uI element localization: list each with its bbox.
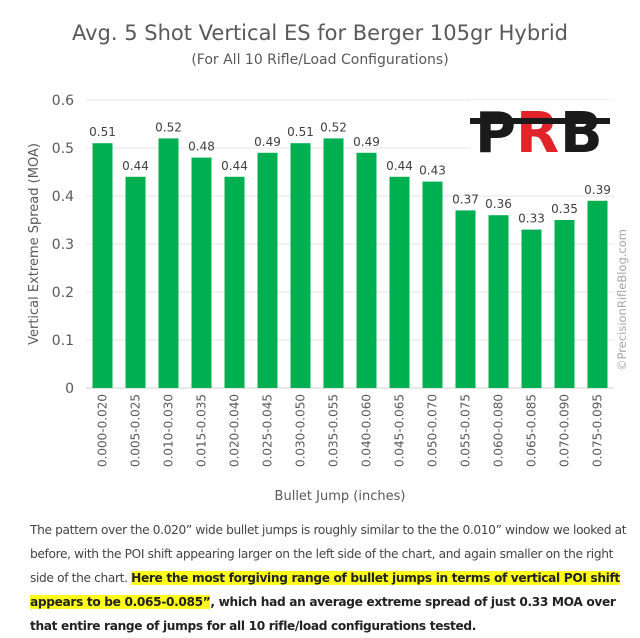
chart-subtitle: (For All 10 Rifle/Load Configurations) xyxy=(191,52,448,68)
article-paragraph: The pattern over the 0.020” wide bullet … xyxy=(30,518,630,638)
bold-text: , which had an average extreme spread of… xyxy=(30,595,616,633)
bar xyxy=(455,210,476,388)
y-tick-label: 0 xyxy=(65,381,74,397)
data-label: 0.48 xyxy=(188,140,215,154)
bar xyxy=(554,220,575,388)
paragraph-text: The pattern over the 0.020” wide bullet … xyxy=(30,523,627,585)
x-tick-label: 0.030-0.050 xyxy=(294,394,308,467)
x-tick-label: 0.025-0.045 xyxy=(261,394,275,467)
data-label: 0.52 xyxy=(155,120,182,134)
data-label: 0.37 xyxy=(452,192,479,206)
x-tick-label: 0.055-0.075 xyxy=(459,394,473,467)
data-label: 0.51 xyxy=(287,125,314,139)
svg-text:P: P xyxy=(475,101,514,166)
y-tick-label: 0.6 xyxy=(52,93,74,109)
data-label: 0.43 xyxy=(419,164,446,178)
data-label: 0.44 xyxy=(221,159,248,173)
y-tick-label: 0.1 xyxy=(52,333,74,349)
svg-text:B: B xyxy=(560,101,603,166)
x-tick-label: 0.060-0.080 xyxy=(492,394,506,467)
x-tick-label: 0.000-0.020 xyxy=(96,394,110,467)
x-tick-label: 0.065-0.085 xyxy=(525,394,539,467)
bar xyxy=(191,157,212,388)
x-tick-label: 0.015-0.035 xyxy=(195,394,209,467)
prb-logo: P R B xyxy=(470,100,615,166)
bar xyxy=(224,176,245,388)
x-tick-label: 0.045-0.065 xyxy=(393,394,407,467)
y-tick-label: 0.4 xyxy=(52,189,74,205)
bar xyxy=(290,143,311,388)
bar xyxy=(521,229,542,388)
bar xyxy=(323,138,344,388)
bar xyxy=(389,176,410,388)
data-label: 0.51 xyxy=(89,125,116,139)
x-tick-label: 0.010-0.030 xyxy=(162,394,176,467)
bar xyxy=(422,181,443,388)
data-label: 0.49 xyxy=(353,135,380,149)
y-tick-label: 0.3 xyxy=(52,237,74,253)
y-tick-label: 0.5 xyxy=(52,141,74,157)
data-label: 0.52 xyxy=(320,120,347,134)
bar xyxy=(125,176,146,388)
data-label: 0.36 xyxy=(485,197,512,211)
bar xyxy=(356,152,377,388)
data-label: 0.44 xyxy=(386,159,413,173)
x-tick-label: 0.075-0.095 xyxy=(591,394,605,467)
x-tick-label: 0.050-0.070 xyxy=(426,394,440,467)
svg-text:R: R xyxy=(516,101,559,166)
data-label: 0.44 xyxy=(122,159,149,173)
y-tick-label: 0.2 xyxy=(52,285,74,301)
bar xyxy=(158,138,179,388)
x-tick-label: 0.005-0.025 xyxy=(129,394,143,467)
x-tick-label: 0.040-0.060 xyxy=(360,394,374,467)
bar xyxy=(257,152,278,388)
chart-title: Avg. 5 Shot Vertical ES for Berger 105gr… xyxy=(72,21,568,45)
x-axis-label: Bullet Jump (inches) xyxy=(275,489,406,504)
x-tick-label: 0.020-0.040 xyxy=(228,394,242,467)
x-tick-label: 0.070-0.090 xyxy=(558,394,572,467)
bar xyxy=(488,215,509,388)
x-tick-label: 0.035-0.055 xyxy=(327,394,341,467)
data-label: 0.33 xyxy=(518,212,545,226)
bar xyxy=(92,143,113,388)
data-label: 0.35 xyxy=(551,202,578,216)
data-label: 0.49 xyxy=(254,135,281,149)
data-label: 0.39 xyxy=(584,183,611,197)
watermark: ©PrecisionRifleBlog.com xyxy=(615,229,629,371)
bar xyxy=(587,200,608,388)
y-axis-label: Vertical Extreme Spread (MOA) xyxy=(27,143,42,345)
bar-chart: Avg. 5 Shot Vertical ES for Berger 105gr… xyxy=(27,21,629,504)
